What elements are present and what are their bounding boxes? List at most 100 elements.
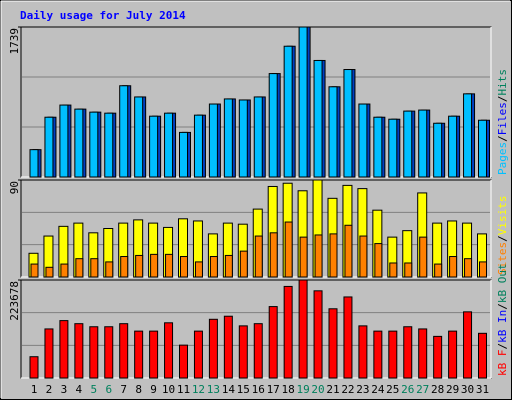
bar bbox=[388, 330, 398, 379]
bar bbox=[314, 234, 323, 278]
bar bbox=[463, 311, 473, 379]
bar bbox=[179, 131, 188, 178]
x-tick-label: 19 bbox=[296, 383, 309, 396]
bar bbox=[164, 322, 174, 379]
bar bbox=[389, 262, 398, 278]
x-tick-label: 16 bbox=[252, 383, 265, 396]
bar bbox=[193, 330, 203, 379]
bar bbox=[373, 116, 383, 178]
x-tick-label: 6 bbox=[105, 383, 112, 396]
bar bbox=[208, 318, 218, 379]
bar bbox=[388, 118, 398, 178]
bar bbox=[403, 110, 413, 178]
bar bbox=[268, 73, 278, 178]
bar bbox=[223, 98, 233, 178]
label-part: Sites bbox=[496, 242, 509, 275]
bar bbox=[238, 99, 248, 178]
bar bbox=[90, 258, 99, 278]
bar bbox=[283, 45, 293, 178]
x-tick-label: 23 bbox=[356, 383, 369, 396]
bar bbox=[135, 254, 144, 278]
bar bbox=[150, 253, 159, 278]
bar bbox=[120, 256, 129, 278]
y-tick-label: 223678 bbox=[8, 281, 21, 321]
bar bbox=[29, 356, 39, 379]
bar bbox=[238, 325, 248, 379]
bar bbox=[104, 112, 114, 178]
x-tick-label: 18 bbox=[282, 383, 295, 396]
bar bbox=[448, 330, 458, 379]
bar bbox=[313, 59, 323, 178]
bar bbox=[299, 236, 308, 278]
bar bbox=[59, 320, 69, 379]
bar bbox=[358, 325, 368, 379]
bar bbox=[358, 103, 368, 178]
bar bbox=[134, 330, 144, 379]
bar bbox=[284, 221, 293, 278]
bar bbox=[433, 122, 443, 178]
x-tick-label: 5 bbox=[90, 383, 97, 396]
label-part: kB Out bbox=[496, 263, 509, 303]
x-tick-label: 14 bbox=[222, 383, 236, 396]
label-part: kB In bbox=[496, 310, 509, 343]
bar bbox=[105, 261, 114, 278]
x-tick-label: 28 bbox=[431, 383, 444, 396]
bar bbox=[298, 279, 308, 379]
bar bbox=[478, 332, 487, 379]
bar bbox=[209, 256, 218, 278]
bar bbox=[419, 236, 428, 278]
x-tick-label: 10 bbox=[162, 383, 175, 396]
x-tick-label: 4 bbox=[76, 383, 83, 396]
bar bbox=[208, 103, 218, 178]
x-tick-label: 25 bbox=[386, 383, 399, 396]
bar bbox=[313, 290, 323, 379]
bar bbox=[59, 104, 69, 178]
label-part: / bbox=[496, 135, 509, 142]
label-part: Visits bbox=[496, 196, 509, 236]
bar bbox=[418, 328, 428, 379]
label-part: / bbox=[496, 343, 509, 350]
x-tick-label: 31 bbox=[476, 383, 489, 396]
bar bbox=[164, 112, 174, 178]
label-part: kB F bbox=[496, 350, 509, 377]
bar bbox=[449, 256, 458, 278]
bar bbox=[344, 224, 353, 278]
x-tick-label: 11 bbox=[177, 383, 190, 396]
bar bbox=[149, 330, 159, 379]
bar bbox=[224, 254, 233, 278]
bar bbox=[149, 115, 159, 178]
x-tick-label: 26 bbox=[401, 383, 414, 396]
bar bbox=[328, 86, 338, 178]
series-label: Pages/Files/Hits bbox=[496, 69, 509, 175]
x-tick-label: 21 bbox=[326, 383, 339, 396]
label-part: / bbox=[496, 235, 509, 242]
label-part: / bbox=[496, 96, 509, 103]
chart-title: Daily usage for July 2014 bbox=[20, 9, 186, 22]
bar bbox=[89, 111, 99, 178]
bar bbox=[343, 296, 353, 379]
bar bbox=[89, 326, 99, 379]
series-label: kB F/kB In/kB Out bbox=[496, 263, 509, 376]
bar bbox=[464, 258, 473, 278]
bar bbox=[104, 326, 114, 379]
bar bbox=[44, 328, 54, 379]
x-tick-label: 15 bbox=[237, 383, 250, 396]
bar bbox=[463, 93, 473, 178]
bar bbox=[74, 323, 84, 379]
label-part: Pages bbox=[496, 142, 509, 175]
x-tick-label: 27 bbox=[416, 383, 429, 396]
bar bbox=[268, 306, 278, 379]
bar bbox=[448, 115, 458, 178]
bar bbox=[223, 315, 233, 379]
bar bbox=[418, 109, 428, 178]
bar bbox=[29, 149, 39, 178]
bar bbox=[75, 258, 84, 278]
bar bbox=[434, 263, 443, 278]
x-tick-label: 7 bbox=[120, 383, 127, 396]
x-tick-label: 9 bbox=[150, 383, 157, 396]
bar bbox=[179, 344, 188, 379]
bar bbox=[44, 116, 54, 178]
x-tick-label: 2 bbox=[46, 383, 53, 396]
